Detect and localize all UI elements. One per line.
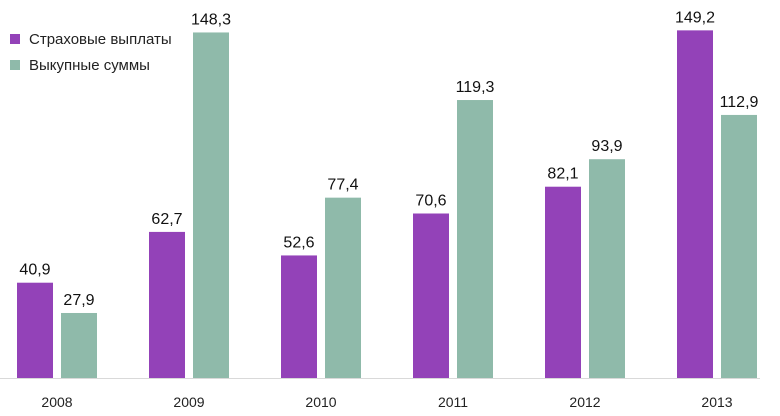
x-tick-labels-group: 2008 2009 2010 2011 2012 2013 (41, 394, 732, 410)
value-label-2008-series-1: 40,9 (19, 262, 50, 279)
bar-2011-series-1 (413, 213, 449, 378)
x-tick-label-2013: 2013 (701, 394, 732, 410)
legend-swatch-green (10, 60, 20, 70)
bar-2010-series-2 (325, 197, 361, 378)
value-label-2013-series-1: 149,2 (675, 9, 715, 26)
value-label-2011-series-2: 119,3 (456, 79, 495, 96)
legend-label: Страховые выплаты (29, 30, 172, 48)
bars-group (17, 30, 757, 379)
value-label-2013-series-2: 112,9 (720, 94, 759, 111)
value-labels-group: 40,9 27,9 62,7 148,3 52,6 77,4 70,6 119,3 82,1 93… (19, 9, 758, 309)
x-tick-label-2012: 2012 (569, 394, 600, 410)
x-tick-label-2008: 2008 (41, 394, 72, 410)
bar-2010-series-1 (281, 255, 317, 378)
bar-2012-series-1 (545, 186, 581, 378)
bar-2008-series-2 (61, 312, 97, 378)
bar-2009-series-2 (193, 32, 229, 378)
legend-item-insurance-payouts: Страховые выплаты (10, 26, 172, 52)
x-tick-label-2011: 2011 (438, 394, 468, 410)
bar-2013-series-1 (677, 30, 713, 378)
bar-2012-series-2 (589, 159, 625, 378)
value-label-2009-series-2: 148,3 (191, 11, 231, 28)
x-tick-label-2009: 2009 (173, 394, 204, 410)
legend: Страховые выплаты Выкупные суммы (10, 26, 172, 78)
value-label-2010-series-2: 77,4 (327, 177, 358, 194)
value-label-2011-series-1: 70,6 (415, 193, 446, 210)
bar-2009-series-1 (149, 231, 185, 378)
bar-2013-series-2 (721, 114, 757, 379)
legend-item-surrender-values: Выкупные суммы (10, 52, 172, 78)
value-label-2010-series-1: 52,6 (283, 234, 314, 251)
value-label-2008-series-2: 27,9 (63, 292, 94, 309)
x-tick-label-2010: 2010 (305, 394, 336, 410)
legend-label: Выкупные суммы (29, 56, 150, 74)
value-label-2009-series-1: 62,7 (151, 211, 182, 228)
bar-2011-series-2 (457, 100, 493, 378)
bar-2008-series-1 (17, 282, 53, 378)
value-label-2012-series-2: 93,9 (591, 138, 622, 155)
legend-swatch-purple (10, 34, 20, 44)
value-label-2012-series-1: 82,1 (547, 166, 578, 183)
